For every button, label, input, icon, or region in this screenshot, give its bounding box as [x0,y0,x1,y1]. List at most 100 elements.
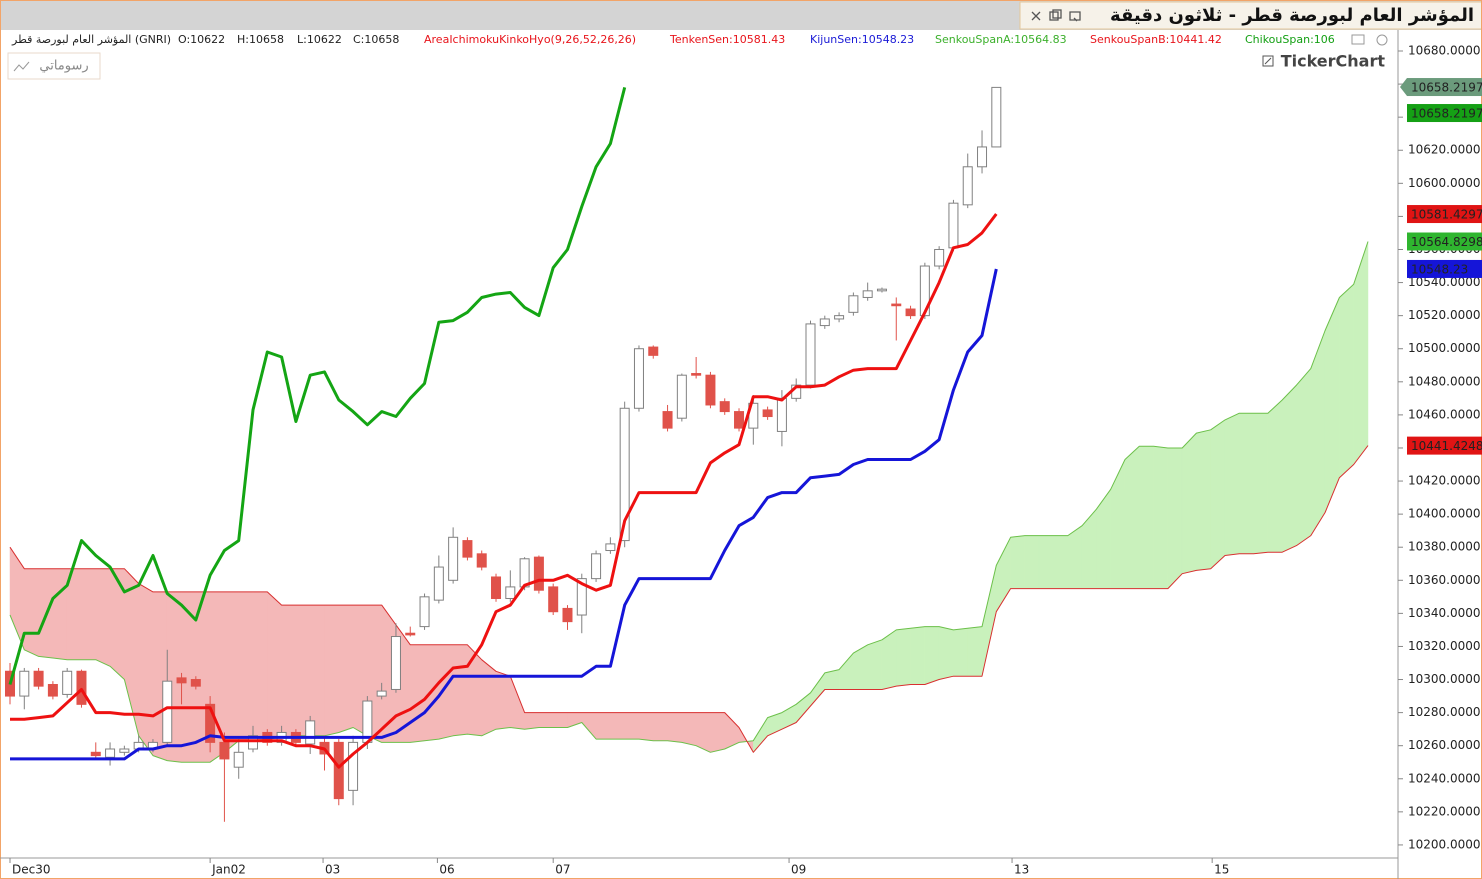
price-label-box [1407,232,1482,251]
candle-body [219,741,230,760]
candle-body [905,308,916,317]
candle-body [348,741,359,791]
cloud-segment [753,716,768,753]
cloud-segment [1210,419,1226,570]
cloud-segment [95,568,111,667]
cloud-segment [581,712,597,740]
legend-hide-button[interactable] [1351,34,1365,45]
cloud-segment [624,712,640,740]
window-buttons[interactable] [1031,9,1081,22]
cloud-segment [681,712,697,747]
candle-body [105,748,116,758]
cloud-segment [452,644,468,737]
candle-body [876,288,887,292]
price-label-box [1407,205,1482,224]
close-button[interactable] [1031,11,1041,21]
indicator-value: SenkouSpanA:10564.83 [935,33,1067,46]
candle-body [205,703,216,743]
indicator-value: TenkenSen:10581.43 [669,33,785,46]
cloud-segment [1067,525,1083,589]
candle-body [648,346,659,356]
cloud-segment [1024,535,1040,589]
x-tick-label: 15 [1214,863,1229,877]
candle-body [734,411,745,429]
detach-button[interactable] [1069,11,1081,22]
ohlc-label: H:10658 [237,33,284,46]
candle-body [576,578,587,616]
restore-button[interactable] [1049,11,1059,21]
y-tick-label: 10380.0000 [1408,540,1481,554]
candle-body [991,86,1002,148]
candle-body [962,166,973,206]
candle-body [676,374,687,419]
cloud-segment [267,591,282,740]
cloud-segment [138,583,154,757]
y-tick-label: 10240.0000 [1408,771,1481,785]
x-tick-label: 06 [439,863,454,877]
candle-body [762,409,773,418]
ohlc-label: L:10622 [297,33,342,46]
candle-body [448,536,459,581]
candle-body [162,680,173,743]
candle-body [705,374,716,406]
plot-area [5,86,1369,822]
drawings-button[interactable]: رسوماتي [7,52,101,80]
cloud-segment [1224,412,1240,556]
y-tick-label: 10220.0000 [1408,804,1481,818]
cloud-segment [1353,241,1369,466]
candle-body [248,735,259,750]
cloud-segment [1167,447,1183,590]
price-label: 10441.4248 [1411,439,1482,453]
candle-body [19,670,30,697]
cloud-segment [595,712,611,740]
cloud-segment [224,591,239,753]
cloud-segment [1181,432,1197,574]
candle-body [190,679,201,687]
cloud-segment [1139,446,1154,589]
cloud-segment [338,604,354,733]
candle-body [233,751,244,768]
cloud-segment [24,568,39,657]
candle-body [176,677,187,684]
cloud-segment [1324,297,1340,513]
cloud-segment [1110,459,1126,589]
cloud-segment [1296,367,1312,547]
x-tick-label: Dec30 [12,863,51,877]
drawings-icon [13,61,30,72]
cloud-segment [510,676,525,730]
indicator-value: SenkouSpanB:10441.42 [1090,33,1222,46]
y-tick-label: 10460.0000 [1408,407,1481,421]
cloud-segment [295,604,311,737]
price-label-pointer [1400,78,1407,97]
legend-settings-button[interactable] [1376,34,1388,46]
cloud-segment [9,546,25,650]
cloud-segment [610,712,625,740]
cloud-segment [710,712,725,753]
y-tick-label: 10620.0000 [1408,143,1481,157]
chikou-span-line [8,87,627,685]
senkou-span-a-line [9,241,1369,763]
cloud-segment [896,627,911,687]
cloud-segment [1081,508,1097,589]
candle-body [433,566,444,601]
candle-body [390,636,401,690]
cloud-segment [481,659,497,737]
drawings-button-box[interactable] [7,52,101,80]
cloud-segment [524,712,540,730]
cloud-segment [1267,399,1283,553]
kijun-sen-line [10,268,998,761]
drawings-label: رسوماتي [39,59,88,74]
y-tick-label: 10600.0000 [1408,176,1481,190]
cloud-segment [924,626,940,685]
symbol-label: المؤشر العام لبورصة قطر (GNRI) [11,33,171,46]
cloud-segment [1153,446,1169,589]
cloud-segment [1339,283,1354,479]
legend-buttons[interactable] [1351,34,1388,46]
candle-body [333,741,344,800]
restore-button-back[interactable] [1052,9,1062,19]
x-tick-label: 13 [1014,863,1029,877]
y-tick-label: 10280.0000 [1408,705,1481,719]
x-tick-label: 09 [791,863,806,877]
